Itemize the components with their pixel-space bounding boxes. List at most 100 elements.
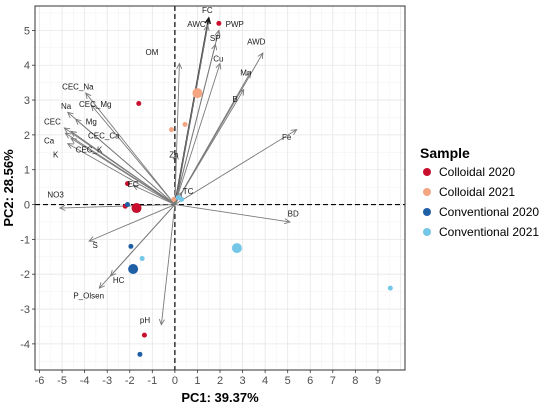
arrow-head [98, 282, 106, 289]
arrow-head [204, 16, 212, 25]
arrow-shaft [70, 131, 176, 205]
loading-arrow-cec_mg [90, 104, 176, 205]
arrow-shaft [174, 89, 245, 205]
score-point [182, 121, 188, 127]
legend-entries: Colloidal 2020 Colloidal 2021 Conventional… [423, 165, 539, 239]
loading-label-om: OM [146, 48, 159, 57]
loading-arrow-awc [174, 24, 210, 205]
y-tick-label: 4 [24, 60, 30, 72]
y-tick-label: 2 [24, 130, 30, 142]
loading-label-ec: EC [128, 180, 139, 189]
loading-label-awd: AWD [247, 37, 266, 46]
x-tick-label: 1 [194, 375, 200, 387]
loading-arrow-mg [74, 118, 176, 205]
arrow-shaft [70, 137, 176, 205]
loading-label-pwp: PWP [226, 20, 244, 29]
loading-arrow-fe [174, 129, 298, 205]
score-point [179, 196, 185, 202]
x-tick-label: -6 [35, 375, 45, 387]
arrow-head [176, 62, 183, 70]
loading-label-sp: SP [210, 34, 221, 43]
score-points [122, 20, 393, 357]
arrow-head [176, 191, 183, 199]
loading-label-zn: Zn [169, 151, 178, 160]
score-point [136, 101, 142, 107]
loading-arrows [58, 16, 298, 326]
y-tick-label: 5 [24, 25, 30, 37]
legend-entry: Conventional 2021 [423, 225, 539, 239]
loading-label-ph: pH [140, 316, 150, 325]
arrow-head [70, 130, 78, 137]
arrow-head [211, 43, 218, 51]
x-axis-title: PC1: 39.37% [181, 390, 259, 405]
arrow-shaft [88, 204, 176, 242]
loading-arrow-b [174, 88, 245, 205]
arrow-head [257, 52, 264, 60]
loading-arrow-sp [174, 43, 218, 205]
arrow-head [74, 118, 82, 125]
loading-label-fc: FC [202, 6, 213, 15]
loading-label-tc: TC [183, 187, 194, 196]
arrow-shaft [67, 143, 176, 205]
score-point [128, 243, 134, 249]
score-point [387, 285, 393, 291]
arrow-shaft [160, 204, 176, 325]
score-point [168, 127, 174, 133]
arrow-head [158, 318, 165, 326]
loading-label-cec_mg: CEC_Mg [79, 100, 111, 109]
arrow-shaft [174, 25, 209, 205]
loading-label-p_olsen: P_Olsen [73, 292, 104, 301]
score-point [216, 20, 222, 26]
loading-arrow-cec_ca [70, 130, 176, 205]
loading-arrow-k [66, 143, 176, 205]
y-tick-label: -1 [20, 234, 30, 246]
y-tick-label: -3 [20, 304, 30, 316]
x-tick-label: -2 [125, 375, 135, 387]
arrow-shaft [174, 63, 221, 205]
loading-label-b: B [232, 95, 237, 104]
loading-label-s: S [93, 241, 98, 250]
y-axis-ticks: -4 -3 -2 -1 0 1 2 3 4 5 [20, 25, 35, 351]
loading-label-mn: Mn [240, 69, 251, 78]
x-tick-label: -4 [80, 375, 90, 387]
x-tick-label: 2 [217, 375, 223, 387]
score-point [128, 263, 139, 274]
score-point [125, 202, 130, 208]
legend-key [423, 228, 431, 236]
x-tick-label: 8 [352, 375, 358, 387]
legend-label: Conventional 2020 [439, 205, 539, 219]
loading-label-hc: HC [113, 276, 125, 285]
y-tick-label: -4 [20, 339, 30, 351]
x-tick-label: 6 [307, 375, 313, 387]
x-axis-ticks: -6 -5 -4 -3 -2 -1 0 1 2 3 4 5 6 7 8 9 [35, 370, 381, 387]
arrow-head [172, 153, 179, 160]
arrow-shaft [98, 204, 176, 289]
y-tick-label: 3 [24, 95, 30, 107]
arrow-head [66, 143, 74, 149]
x-tick-label: 5 [285, 375, 291, 387]
legend-entry: Conventional 2020 [423, 205, 539, 219]
arrow-head [132, 184, 140, 191]
y-tick-label: 1 [24, 165, 30, 177]
arrow-shaft [174, 154, 177, 205]
legend-label: Colloidal 2021 [439, 185, 515, 199]
loading-label-k: K [53, 151, 59, 160]
legend-title: Sample [420, 145, 470, 161]
loading-arrow-ec [132, 184, 176, 205]
arrow-head [88, 236, 96, 242]
loading-arrow-s [88, 204, 176, 242]
legend-entry: Colloidal 2020 [423, 165, 515, 179]
loading-label-cec_ca: CEC_Ca [88, 131, 120, 140]
loading-label-cec_na: CEC_Na [62, 83, 94, 92]
loading-label-cu: Cu [213, 55, 223, 64]
score-point [192, 88, 203, 99]
arrow-shaft [174, 71, 251, 205]
x-tick-label: -3 [102, 375, 112, 387]
loading-label-mg: Mg [86, 117, 97, 126]
arrow-head [64, 132, 72, 139]
x-tick-label: 7 [330, 375, 336, 387]
arrow-head [290, 129, 298, 135]
arrow-shaft [85, 92, 176, 205]
score-point [231, 243, 242, 254]
